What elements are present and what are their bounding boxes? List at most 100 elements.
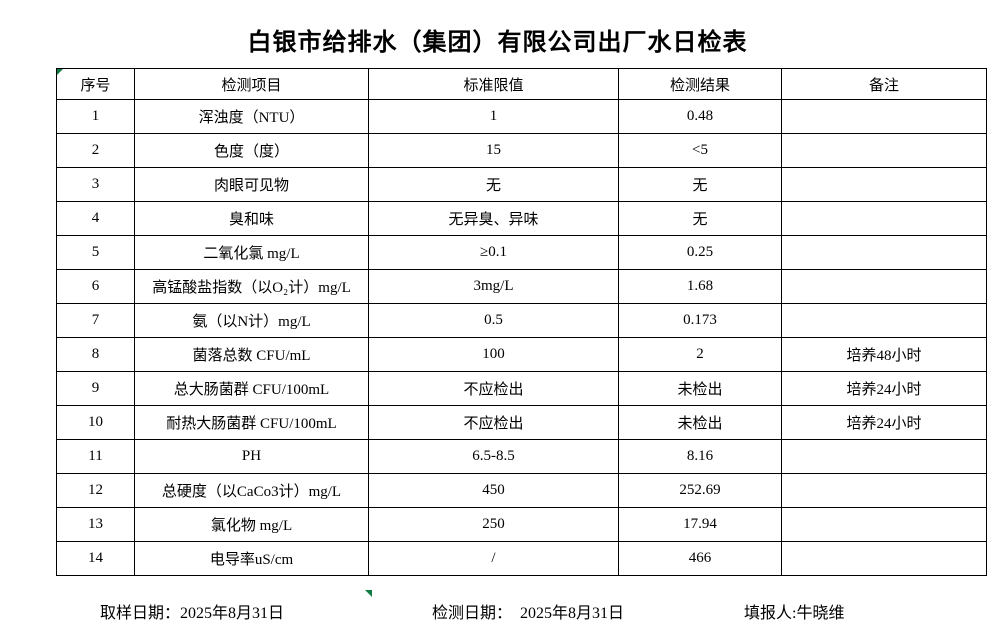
cell-item: 氯化物 mg/L (134, 507, 369, 542)
header-result: 检测结果 (618, 68, 782, 100)
reporter: 填报人:牛晓维 (744, 599, 844, 623)
cell-remark: 培养24小时 (781, 371, 987, 406)
header-limit: 标准限值 (368, 68, 619, 100)
table-row: 12 总硬度（以CaCo3计）mg/L 450 252.69 (56, 473, 987, 508)
cell-seq: 3 (56, 167, 135, 202)
table-row: 6 高锰酸盐指数（以O₂计）mg/L 3mg/L 1.68 (56, 269, 987, 304)
cell-item: 菌落总数 CFU/mL (134, 337, 369, 372)
reporter-name: 牛晓维 (796, 605, 845, 622)
table-row: 11 PH 6.5-8.5 8.16 (56, 439, 987, 474)
cell-item: 浑浊度（NTU） (134, 99, 369, 134)
cell-result: 无 (618, 167, 782, 202)
cell-limit: 不应检出 (368, 405, 619, 440)
cell-seq: 9 (56, 371, 135, 406)
cell-limit: 无异臭、异味 (368, 201, 619, 236)
cell-seq: 4 (56, 201, 135, 236)
cell-item: 耐热大肠菌群 CFU/100mL (134, 405, 369, 440)
excel-bottom-marker-icon (365, 590, 372, 597)
cell-seq: 10 (56, 405, 135, 440)
sampling-date-value: 2025年8月31日 (180, 605, 285, 622)
table-row: 9 总大肠菌群 CFU/100mL 不应检出 未检出 培养24小时 (56, 371, 987, 406)
cell-item: 二氧化氯 mg/L (134, 235, 369, 270)
cell-seq: 14 (56, 541, 135, 576)
cell-item: 氨（以N计）mg/L (134, 303, 369, 338)
cell-remark (781, 235, 987, 270)
cell-remark (781, 507, 987, 542)
table-row: 14 电导率uS/cm / 466 (56, 541, 987, 576)
cell-limit: 1 (368, 99, 619, 134)
cell-item: 总大肠菌群 CFU/100mL (134, 371, 369, 406)
table-row: 1 浑浊度（NTU） 1 0.48 (56, 99, 987, 134)
sampling-date-label: 取样日期： (100, 605, 181, 622)
cell-item: 肉眼可见物 (134, 167, 369, 202)
testing-date-value: 2025年8月31日 (520, 605, 625, 622)
cell-result: 0.25 (618, 235, 782, 270)
cell-item: 总硬度（以CaCo3计）mg/L (134, 473, 369, 508)
table-header-row: 序号 检测项目 标准限值 检测结果 备注 (56, 68, 987, 100)
cell-limit: 100 (368, 337, 619, 372)
sampling-date: 取样日期：2025年8月31日 (100, 599, 284, 623)
header-remark: 备注 (781, 68, 987, 100)
cell-result: 0.173 (618, 303, 782, 338)
cell-remark: 培养48小时 (781, 337, 987, 372)
cell-result: 未检出 (618, 405, 782, 440)
cell-remark (781, 99, 987, 134)
cell-item: 色度（度） (134, 133, 369, 168)
table-row: 10 耐热大肠菌群 CFU/100mL 不应检出 未检出 培养24小时 (56, 405, 987, 440)
cell-seq: 7 (56, 303, 135, 338)
cell-result: <5 (618, 133, 782, 168)
cell-result: 8.16 (618, 439, 782, 474)
table-row: 4 臭和味 无异臭、异味 无 (56, 201, 987, 236)
cell-limit: 450 (368, 473, 619, 508)
cell-limit: 不应检出 (368, 371, 619, 406)
cell-remark (781, 439, 987, 474)
inspection-table: 序号 检测项目 标准限值 检测结果 备注 1 浑浊度（NTU） 1 0.48 2… (56, 68, 987, 576)
cell-limit: 6.5-8.5 (368, 439, 619, 474)
cell-item: 臭和味 (134, 201, 369, 236)
cell-result: 17.94 (618, 507, 782, 542)
cell-remark (781, 541, 987, 576)
cell-seq: 1 (56, 99, 135, 134)
cell-remark: 培养24小时 (781, 405, 987, 440)
cell-remark (781, 473, 987, 508)
table-row: 7 氨（以N计）mg/L 0.5 0.173 (56, 303, 987, 338)
cell-seq: 11 (56, 439, 135, 474)
cell-remark (781, 303, 987, 338)
cell-result: 466 (618, 541, 782, 576)
cell-result: 2 (618, 337, 782, 372)
cell-result: 0.48 (618, 99, 782, 134)
cell-seq: 6 (56, 269, 135, 304)
reporter-label: 填报人: (744, 605, 797, 622)
cell-seq: 2 (56, 133, 135, 168)
cell-limit: 0.5 (368, 303, 619, 338)
page-title: 白银市给排水（集团）有限公司出厂水日检表 (247, 30, 748, 56)
cell-result: 252.69 (618, 473, 782, 508)
cell-seq: 12 (56, 473, 135, 508)
cell-item: 高锰酸盐指数（以O₂计）mg/L (134, 269, 369, 304)
cell-limit: 无 (368, 167, 619, 202)
cell-seq: 8 (56, 337, 135, 372)
cell-remark (781, 133, 987, 168)
cell-limit: 3mg/L (368, 269, 619, 304)
cell-remark (781, 167, 987, 202)
cell-limit: 250 (368, 507, 619, 542)
table-row: 13 氯化物 mg/L 250 17.94 (56, 507, 987, 542)
cell-result: 未检出 (618, 371, 782, 406)
cell-result: 无 (618, 201, 782, 236)
header-seq: 序号 (56, 68, 135, 100)
table-row: 2 色度（度） 15 <5 (56, 133, 987, 168)
cell-seq: 5 (56, 235, 135, 270)
cell-limit: / (368, 541, 619, 576)
cell-item: 电导率uS/cm (134, 541, 369, 576)
cell-remark (781, 201, 987, 236)
table-row: 3 肉眼可见物 无 无 (56, 167, 987, 202)
cell-limit: ≥0.1 (368, 235, 619, 270)
cell-seq: 13 (56, 507, 135, 542)
cell-item: PH (134, 439, 369, 474)
table-row: 8 菌落总数 CFU/mL 100 2 培养48小时 (56, 337, 987, 372)
table-row: 5 二氧化氯 mg/L ≥0.1 0.25 (56, 235, 987, 270)
cell-limit: 15 (368, 133, 619, 168)
header-item: 检测项目 (134, 68, 369, 100)
testing-date: 检测日期： 2025年8月31日 (432, 599, 624, 623)
